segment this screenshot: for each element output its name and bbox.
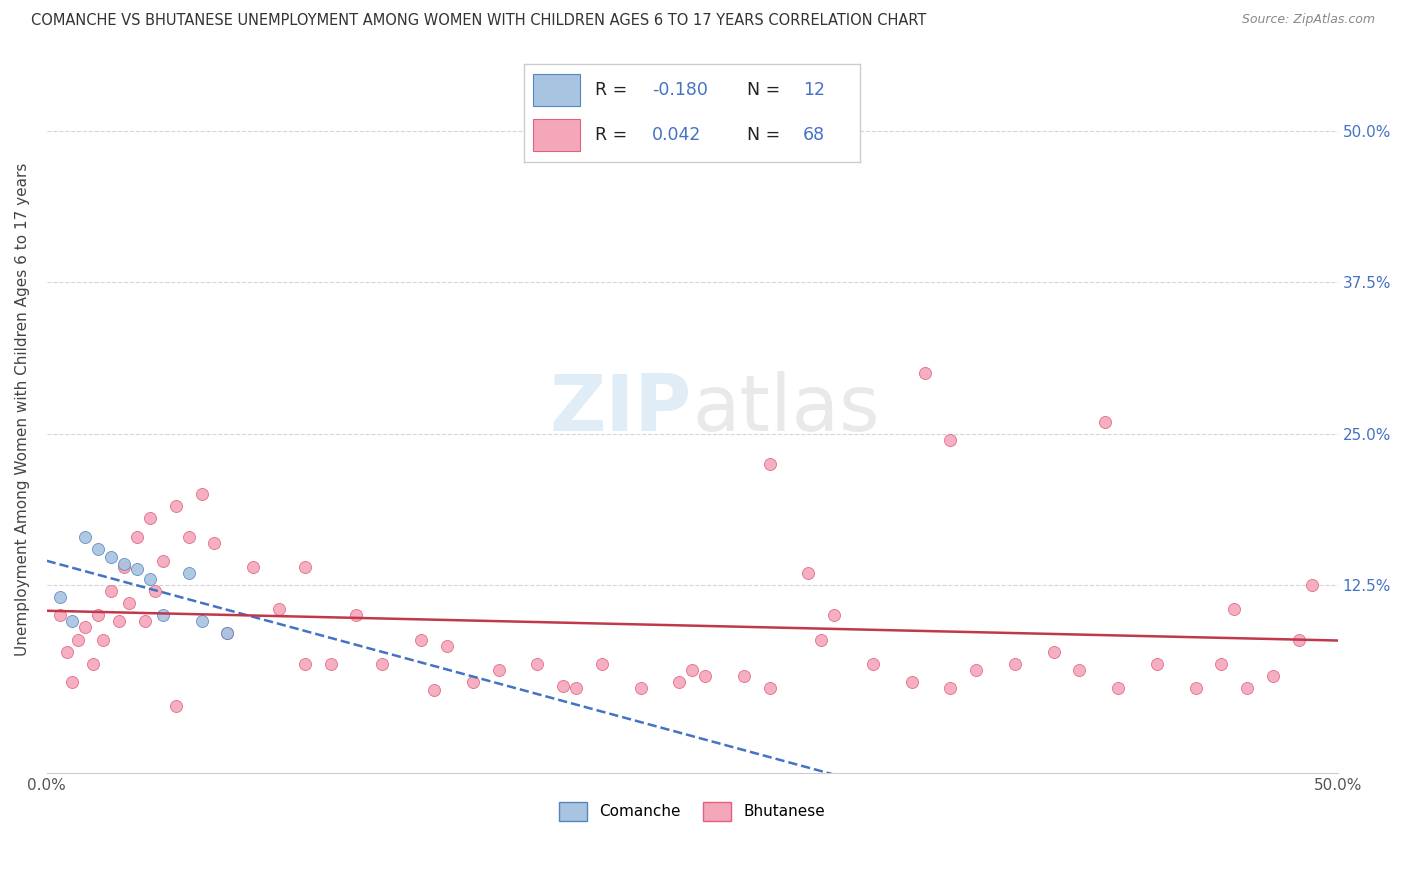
Point — [93, 632, 115, 647]
Text: atlas: atlas — [692, 371, 880, 448]
Text: ZIP: ZIP — [550, 371, 692, 448]
Point — [134, 615, 156, 629]
Point — [139, 572, 162, 586]
Point — [693, 669, 716, 683]
Point — [862, 657, 884, 671]
Point — [1094, 415, 1116, 429]
Point — [668, 674, 690, 689]
Point — [551, 679, 574, 693]
Y-axis label: Unemployment Among Women with Children Ages 6 to 17 years: Unemployment Among Women with Children A… — [15, 163, 30, 657]
Point — [87, 541, 110, 556]
Point — [242, 560, 264, 574]
Point — [48, 590, 70, 604]
Point — [62, 674, 84, 689]
Point — [797, 566, 820, 580]
Point — [565, 681, 588, 695]
Point — [294, 560, 316, 574]
Point — [112, 560, 135, 574]
Point — [62, 615, 84, 629]
Point — [66, 632, 89, 647]
Point — [1261, 669, 1284, 683]
Point — [75, 620, 97, 634]
Point — [461, 674, 484, 689]
Point — [165, 500, 187, 514]
Point — [152, 554, 174, 568]
Point — [100, 550, 122, 565]
Point — [939, 433, 962, 447]
Point — [75, 530, 97, 544]
Point — [409, 632, 432, 647]
Point — [1223, 602, 1246, 616]
Point — [267, 602, 290, 616]
Point — [758, 681, 780, 695]
Point — [526, 657, 548, 671]
Point — [204, 535, 226, 549]
Point — [914, 366, 936, 380]
Point — [1184, 681, 1206, 695]
Point — [810, 632, 832, 647]
Point — [217, 626, 239, 640]
Point — [630, 681, 652, 695]
Point — [190, 615, 212, 629]
Point — [152, 608, 174, 623]
Point — [1042, 645, 1064, 659]
Point — [758, 457, 780, 471]
Point — [1107, 681, 1129, 695]
Point — [100, 584, 122, 599]
Point — [733, 669, 755, 683]
Text: Source: ZipAtlas.com: Source: ZipAtlas.com — [1241, 13, 1375, 27]
Point — [108, 615, 131, 629]
Point — [371, 657, 394, 671]
Point — [1236, 681, 1258, 695]
Point — [1211, 657, 1233, 671]
Point — [939, 681, 962, 695]
Point — [436, 639, 458, 653]
Point — [112, 558, 135, 572]
Point — [217, 626, 239, 640]
Point — [87, 608, 110, 623]
Point — [823, 608, 845, 623]
Point — [190, 487, 212, 501]
Point — [56, 645, 79, 659]
Point — [177, 530, 200, 544]
Point — [591, 657, 613, 671]
Point — [1146, 657, 1168, 671]
Point — [125, 530, 148, 544]
Point — [1301, 578, 1323, 592]
Point — [165, 699, 187, 714]
Point — [423, 683, 446, 698]
Point — [118, 596, 141, 610]
Point — [125, 562, 148, 576]
Point — [965, 663, 987, 677]
Point — [82, 657, 104, 671]
Point — [177, 566, 200, 580]
Point — [1288, 632, 1310, 647]
Point — [319, 657, 342, 671]
Point — [346, 608, 368, 623]
Point — [1069, 663, 1091, 677]
Point — [900, 674, 922, 689]
Point — [1004, 657, 1026, 671]
Point — [681, 663, 703, 677]
Legend: Comanche, Bhutanese: Comanche, Bhutanese — [553, 796, 831, 827]
Point — [488, 663, 510, 677]
Point — [143, 584, 166, 599]
Point — [48, 608, 70, 623]
Text: COMANCHE VS BHUTANESE UNEMPLOYMENT AMONG WOMEN WITH CHILDREN AGES 6 TO 17 YEARS : COMANCHE VS BHUTANESE UNEMPLOYMENT AMONG… — [31, 13, 927, 29]
Point — [294, 657, 316, 671]
Point — [139, 511, 162, 525]
